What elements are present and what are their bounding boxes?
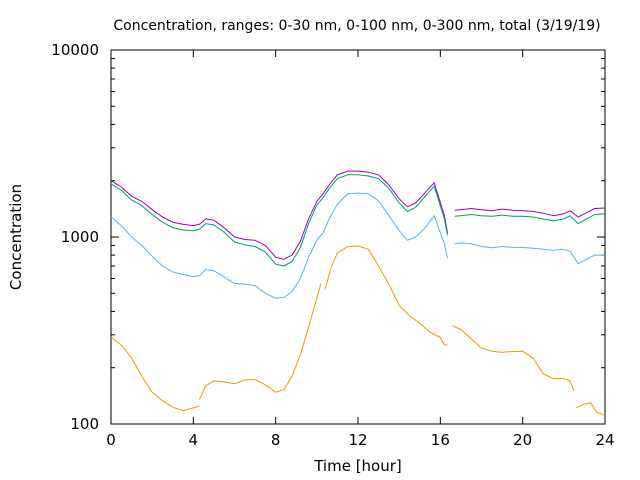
series-4-line — [324, 245, 448, 346]
x-tick-label: 8 — [271, 431, 281, 449]
y-tick-label: 10000 — [51, 41, 99, 59]
plot-frame — [110, 49, 606, 425]
y-axis-label: Concentration — [7, 184, 25, 290]
series-1-line — [110, 170, 448, 260]
x-tick-label: 0 — [106, 431, 116, 449]
series-layer — [110, 170, 606, 416]
x-tick-label: 12 — [348, 431, 367, 449]
x-tick-label: 24 — [595, 431, 614, 449]
x-axis-label: Time [hour] — [313, 457, 402, 475]
x-axis: 0 4 8 12 16 20 24 — [106, 50, 615, 449]
x-tick-label: 16 — [431, 431, 450, 449]
series-1-line — [454, 207, 606, 218]
series-3-line — [454, 242, 605, 265]
y-axis: 100 1000 10000 — [51, 41, 605, 433]
series-2-line — [454, 213, 606, 225]
x-tick-label: 20 — [513, 431, 532, 449]
series-4-line — [110, 337, 200, 412]
y-tick-label: 1000 — [61, 228, 99, 246]
series-4-line — [199, 283, 322, 400]
chart-title: Concentration, ranges: 0-30 nm, 0-100 nm… — [113, 18, 600, 34]
series-4-line — [452, 325, 575, 392]
series-4-line — [575, 402, 606, 416]
series-3-line — [110, 192, 448, 299]
x-tick-label: 4 — [189, 431, 199, 449]
y-tick-label: 100 — [70, 415, 99, 433]
series-2-line — [110, 174, 448, 267]
